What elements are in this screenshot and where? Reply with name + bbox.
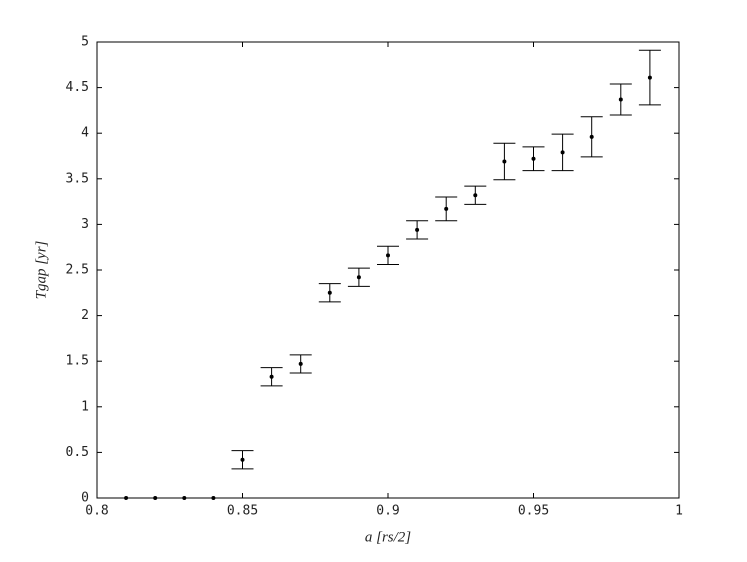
y-tick-label: 3 bbox=[81, 217, 89, 232]
y-tick-label: 2.5 bbox=[66, 263, 89, 278]
y-tick-label: 3.5 bbox=[66, 171, 89, 186]
y-tick-label: 4.5 bbox=[66, 80, 89, 95]
y-tick-label: 1.5 bbox=[66, 354, 89, 369]
x-tick-label: 0.95 bbox=[518, 504, 549, 519]
x-tick-label: 0.8 bbox=[85, 504, 108, 519]
point bbox=[386, 253, 390, 258]
point bbox=[618, 97, 623, 102]
point bbox=[473, 193, 478, 198]
y-tick-label: 0.5 bbox=[66, 445, 89, 460]
point bbox=[531, 156, 536, 161]
x-axis-label: a [rs/2] bbox=[365, 529, 411, 545]
y-tick-label: 5 bbox=[81, 35, 89, 50]
x-tick-label: 0.9 bbox=[376, 504, 399, 519]
x-tick-label: 0.85 bbox=[227, 504, 258, 519]
point bbox=[153, 496, 158, 500]
point bbox=[182, 496, 187, 500]
point bbox=[502, 159, 507, 164]
point bbox=[444, 206, 449, 211]
y-axis-label: Tgap [yr] bbox=[33, 240, 49, 299]
y-tick-label: 2 bbox=[81, 308, 89, 323]
point bbox=[211, 496, 216, 500]
point bbox=[356, 275, 361, 280]
point bbox=[327, 290, 332, 295]
y-tick-label: 0 bbox=[81, 491, 89, 506]
point bbox=[415, 227, 420, 232]
x-tick-label: 1 bbox=[675, 504, 683, 519]
point bbox=[647, 75, 652, 80]
point bbox=[589, 134, 594, 139]
y-tick-label: 1 bbox=[81, 399, 89, 414]
point bbox=[124, 496, 129, 500]
point bbox=[269, 374, 274, 379]
point bbox=[298, 361, 303, 366]
point bbox=[240, 457, 245, 462]
y-tick-label: 4 bbox=[81, 126, 89, 141]
point bbox=[560, 150, 565, 155]
